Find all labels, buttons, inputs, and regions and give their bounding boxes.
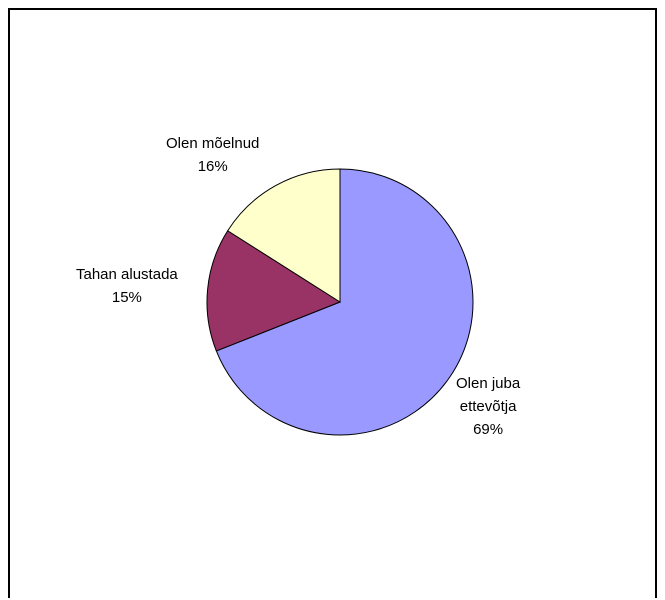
pie-slice-2 [227, 168, 341, 303]
slice-label-line: Olen mõelnud [166, 135, 260, 152]
slice-label-olen-moelnud: Olen mõelnud 16% [166, 132, 259, 178]
slice-label-olen-juba-ettevotja: Olen juba ettevõtja 69% [456, 372, 520, 441]
pie-chart [206, 168, 474, 436]
slice-percent: 16% [197, 158, 228, 175]
slice-percent: 15% [111, 289, 142, 306]
slice-percent: 69% [473, 421, 504, 438]
pie-slice-1 [206, 230, 342, 352]
slice-label-line: ettevõtja [459, 398, 517, 415]
slice-label-line: Olen juba [456, 375, 521, 392]
chart-area: Olen juba ettevõtja 69% Tahan alustada 1… [8, 8, 657, 598]
slice-label-tahan-alustada: Tahan alustada 15% [76, 263, 178, 309]
pie-slice-0 [215, 168, 474, 436]
slice-label-line: Tahan alustada [76, 266, 178, 283]
